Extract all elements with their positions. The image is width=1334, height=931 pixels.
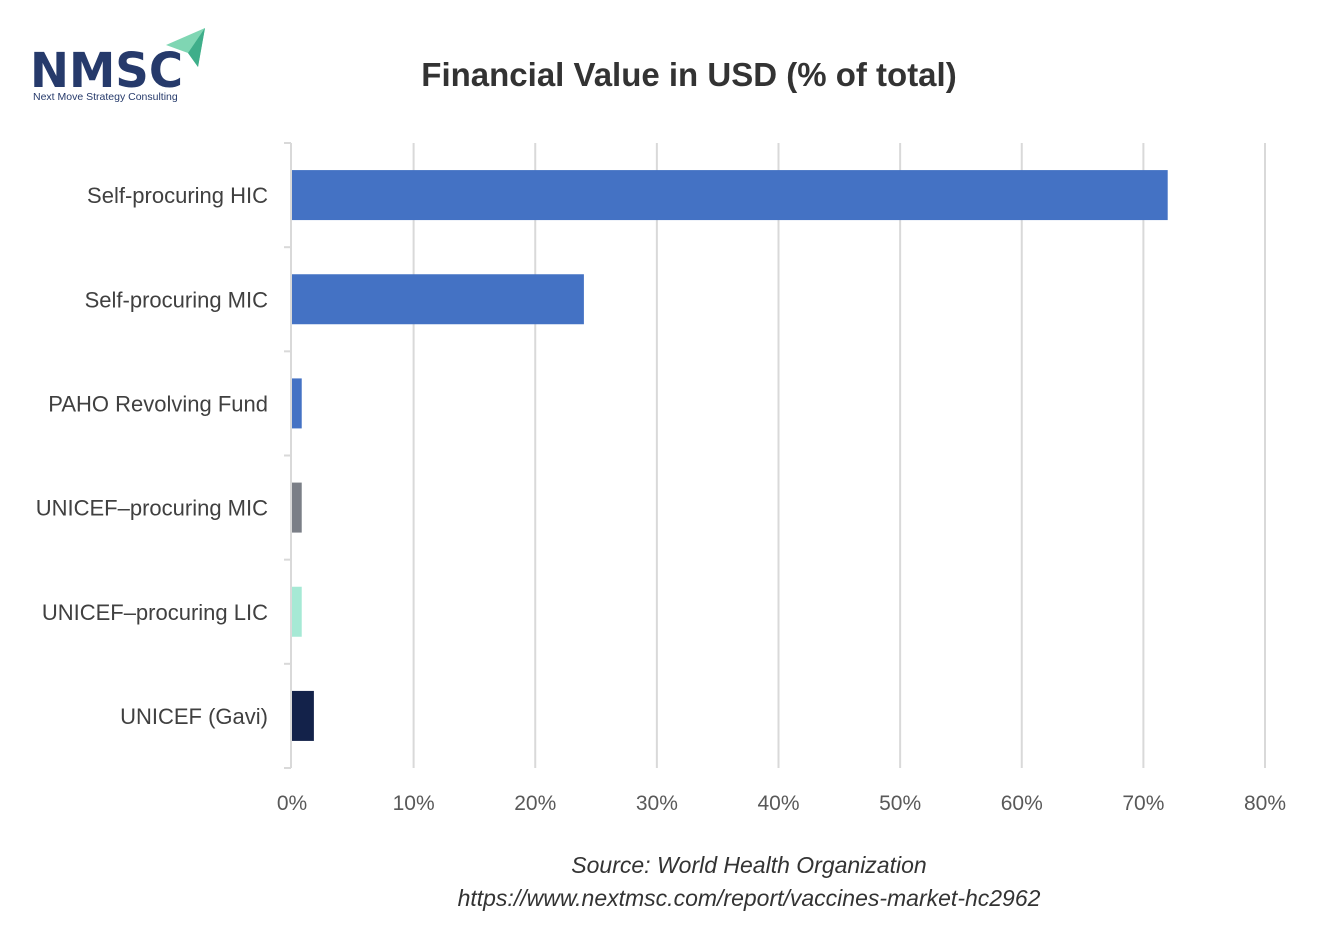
x-tick-labels: 0% 10% 20% 30% 40% 50% 60% 70% 80%	[277, 792, 1286, 815]
gridlines	[412, 143, 1266, 768]
x-tick-label: 60%	[1001, 792, 1043, 815]
x-tick-label: 50%	[879, 792, 921, 815]
category-label: UNICEF–procuring LIC	[42, 600, 268, 625]
nmsc-logo: NMSC Next Move Strategy Consulting	[30, 28, 205, 103]
category-label: PAHO Revolving Fund	[48, 391, 268, 416]
source-line: Source: World Health Organization	[571, 852, 926, 878]
category-label: Self-procuring HIC	[87, 183, 268, 208]
logo-brand-text: NMSC	[30, 43, 183, 99]
x-tick-label: 10%	[393, 792, 435, 815]
category-labels: Self-procuring HIC Self-procuring MIC PAHO…	[36, 183, 268, 729]
bar	[292, 586, 302, 637]
logo-arrow-shadow-icon	[188, 28, 205, 67]
x-tick-label: 0%	[277, 792, 307, 815]
bar	[292, 274, 584, 325]
bar	[292, 378, 302, 429]
x-tick-label: 70%	[1122, 792, 1164, 815]
bar	[292, 690, 314, 741]
y-axis	[284, 142, 292, 769]
bars	[292, 170, 1168, 741]
x-tick-label: 40%	[757, 792, 799, 815]
bar	[292, 170, 1168, 221]
category-label: Self-procuring MIC	[85, 287, 269, 312]
chart-title: Financial Value in USD (% of total)	[421, 56, 956, 93]
category-label: UNICEF (Gavi)	[120, 704, 268, 729]
x-tick-label: 80%	[1244, 792, 1286, 815]
source-url: https://www.nextmsc.com/report/vaccines-…	[458, 885, 1041, 911]
x-tick-label: 20%	[514, 792, 556, 815]
logo-tagline: Next Move Strategy Consulting	[33, 91, 178, 103]
x-tick-label: 30%	[636, 792, 678, 815]
bar	[292, 482, 302, 533]
category-label: UNICEF–procuring MIC	[36, 496, 268, 521]
